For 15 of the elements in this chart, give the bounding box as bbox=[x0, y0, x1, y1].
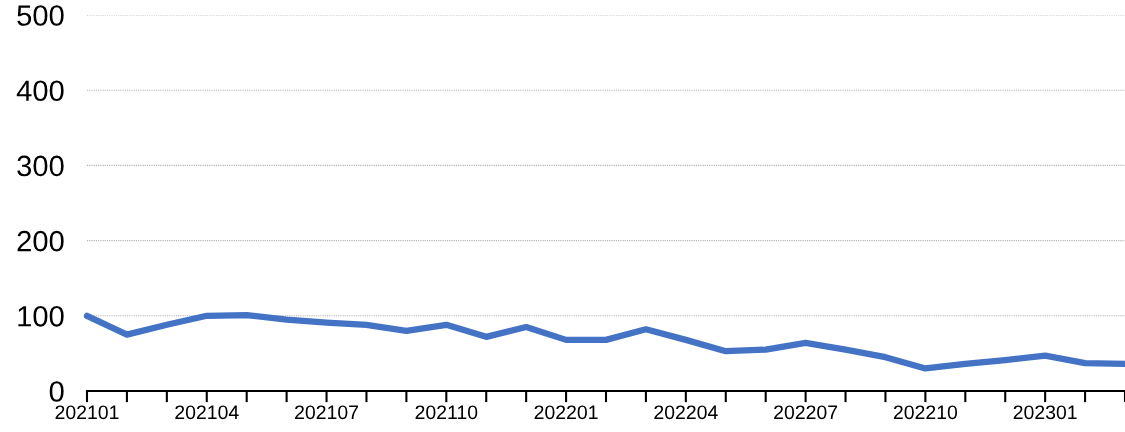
x-tick-label: 202110 bbox=[415, 405, 478, 420]
y-tick-label: 500 bbox=[17, 5, 64, 26]
y-tick-label: 200 bbox=[17, 230, 64, 252]
x-tick-label: 202101 bbox=[55, 405, 119, 420]
x-tick-label: 202201 bbox=[534, 405, 598, 420]
x-tick-label: 202204 bbox=[654, 405, 718, 420]
y-tick-label: 400 bbox=[16, 80, 64, 102]
x-tick-label: 202207 bbox=[774, 405, 838, 420]
x-tick-label: 202107 bbox=[295, 405, 359, 420]
y-tick-label: 300 bbox=[17, 155, 64, 177]
x-tick-label: 202210 bbox=[893, 405, 958, 420]
y-tick-label: 0 bbox=[49, 381, 64, 402]
y-tick-label: 100 bbox=[18, 306, 64, 327]
x-tick-label: 202301 bbox=[1013, 405, 1077, 420]
x-tick-label: 202104 bbox=[175, 405, 239, 420]
